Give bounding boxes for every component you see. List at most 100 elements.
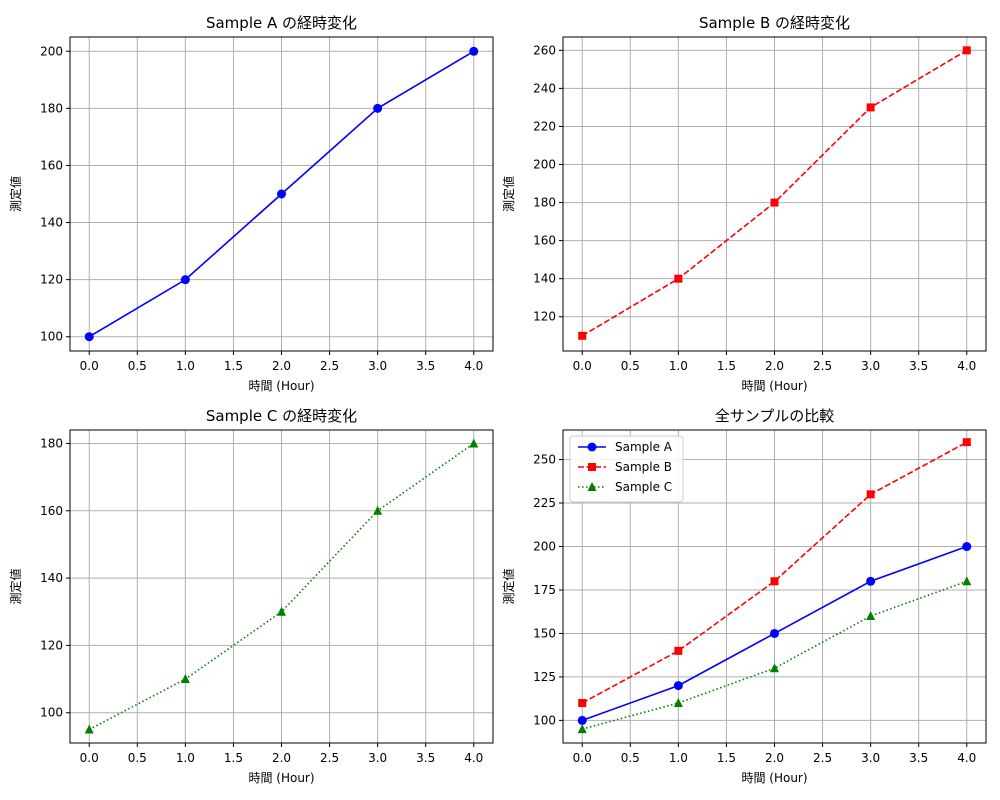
legend-swatch-marker-1 [587, 442, 597, 452]
x-tick-label: 0.0 [80, 751, 99, 765]
x-tick-label: 1.0 [176, 359, 195, 373]
y-tick-label: 100 [40, 706, 63, 720]
y-tick-label: 260 [533, 43, 556, 57]
x-axis-label: 時間 (Hour) [248, 771, 314, 785]
x-tick-label: 1.0 [669, 359, 688, 373]
y-tick-label: 225 [533, 496, 556, 510]
y-tick-label: 250 [533, 453, 556, 467]
x-tick-label: 0.0 [573, 359, 592, 373]
x-tick-label: 0.5 [128, 751, 147, 765]
x-tick-label: 3.0 [861, 359, 880, 373]
y-tick-label: 160 [40, 158, 63, 172]
y-tick-label: 200 [533, 158, 556, 172]
data-point-series-3 [673, 698, 683, 708]
legend-swatch-marker-3 [587, 482, 597, 491]
y-tick-label: 140 [533, 272, 556, 286]
y-tick-label: 100 [40, 330, 63, 344]
data-point-series-2 [866, 490, 875, 499]
chart-panel-3: 0.0 0.5 1.0 1.5 2.0 2.5 3.0 3.5 4.0 100 120 140 160 1… [8, 407, 494, 785]
x-tick-label: 4.0 [957, 359, 976, 373]
x-tick-label: 1.5 [717, 751, 736, 765]
y-tick-label: 120 [40, 638, 63, 652]
plot-area-frame [69, 429, 494, 744]
y-tick-label: 140 [40, 216, 63, 230]
y-axis-label: 測定値 [8, 568, 23, 604]
chart-panel-1: 0.0 0.5 1.0 1.5 2.0 2.5 3.0 3.5 4.0 100 120 140 160 1… [8, 14, 494, 393]
x-tick-label: 1.0 [669, 751, 688, 765]
x-tick-label: 4.0 [464, 751, 483, 765]
x-tick-label: 2.5 [320, 751, 339, 765]
data-point-series-3 [577, 724, 587, 734]
data-point-series-1 [866, 576, 876, 586]
y-tick-label: 240 [533, 81, 556, 95]
x-tick-label: 0.5 [128, 359, 147, 373]
y-axis-label: 測定値 [8, 176, 23, 212]
x-tick-label: 3.5 [909, 359, 928, 373]
y-tick-label: 140 [40, 571, 63, 585]
y-tick-label: 180 [40, 436, 63, 450]
data-point-series-1 [866, 103, 875, 112]
x-tick-label: 2.0 [765, 751, 784, 765]
plot-area-frame [69, 36, 494, 352]
data-point-series-1 [578, 331, 587, 340]
legend-label-1: Sample A [615, 440, 673, 454]
x-tick-label: 3.0 [368, 751, 387, 765]
data-point-series-1 [962, 46, 971, 55]
x-axis-label: 時間 (Hour) [741, 771, 807, 785]
y-tick-label: 180 [533, 196, 556, 210]
legend-box [569, 435, 684, 503]
data-point-series-2 [962, 438, 971, 447]
y-axis-label: 測定値 [501, 176, 516, 212]
x-tick-label: 1.0 [176, 751, 195, 765]
y-tick-label: 160 [533, 234, 556, 248]
y-tick-label: 180 [40, 101, 63, 115]
data-point-series-1 [469, 438, 479, 448]
y-tick-label: 120 [40, 273, 63, 287]
x-tick-label: 2.5 [813, 359, 832, 373]
y-tick-label: 120 [533, 310, 556, 324]
chart-panel-2: 0.0 0.5 1.0 1.5 2.0 2.5 3.0 3.5 4.0 120 140 160 180 2… [501, 14, 987, 393]
chart-panel-4: 0.0 0.5 1.0 1.5 2.0 2.5 3.0 3.5 4.0 100 125 150 175 2… [501, 407, 987, 785]
series-line-1 [88, 442, 475, 731]
y-tick-label: 175 [533, 583, 556, 597]
data-point-series-3 [866, 611, 876, 621]
chart-title: Sample A の経時変化 [206, 14, 357, 32]
plot-area-frame [562, 36, 987, 352]
x-tick-label: 3.5 [909, 751, 928, 765]
chart-title: 全サンプルの比較 [715, 407, 835, 425]
x-axis-label: 時間 (Hour) [741, 379, 807, 393]
x-tick-label: 1.5 [224, 359, 243, 373]
y-tick-label: 200 [40, 44, 63, 58]
legend-label-3: Sample C [615, 480, 672, 494]
x-tick-label: 2.0 [272, 751, 291, 765]
data-point-series-1 [673, 681, 683, 691]
x-tick-label: 4.0 [464, 359, 483, 373]
data-point-series-1 [373, 505, 383, 515]
x-tick-label: 4.0 [957, 751, 976, 765]
data-point-series-1 [84, 724, 94, 734]
x-tick-label: 2.5 [813, 751, 832, 765]
data-point-series-1 [180, 674, 190, 684]
data-point-series-2 [578, 699, 587, 708]
x-tick-label: 3.5 [416, 751, 435, 765]
data-point-series-2 [674, 646, 683, 655]
chart-title: Sample C の経時変化 [206, 407, 357, 425]
x-tick-label: 3.5 [416, 359, 435, 373]
data-point-series-1 [84, 332, 94, 342]
data-point-series-1 [277, 189, 286, 199]
y-tick-label: 125 [533, 670, 556, 684]
x-tick-label: 0.0 [573, 751, 592, 765]
x-tick-label: 0.5 [621, 751, 640, 765]
y-tick-label: 160 [40, 504, 63, 518]
x-tick-label: 3.0 [861, 751, 880, 765]
x-tick-label: 0.0 [80, 359, 99, 373]
x-tick-label: 2.0 [765, 359, 784, 373]
data-point-series-1 [770, 628, 779, 638]
x-tick-label: 1.5 [717, 359, 736, 373]
legend-label-2: Sample B [615, 460, 672, 474]
data-point-series-1 [674, 274, 683, 283]
legend-swatch-marker-2 [588, 463, 596, 471]
y-tick-label: 200 [533, 540, 556, 554]
